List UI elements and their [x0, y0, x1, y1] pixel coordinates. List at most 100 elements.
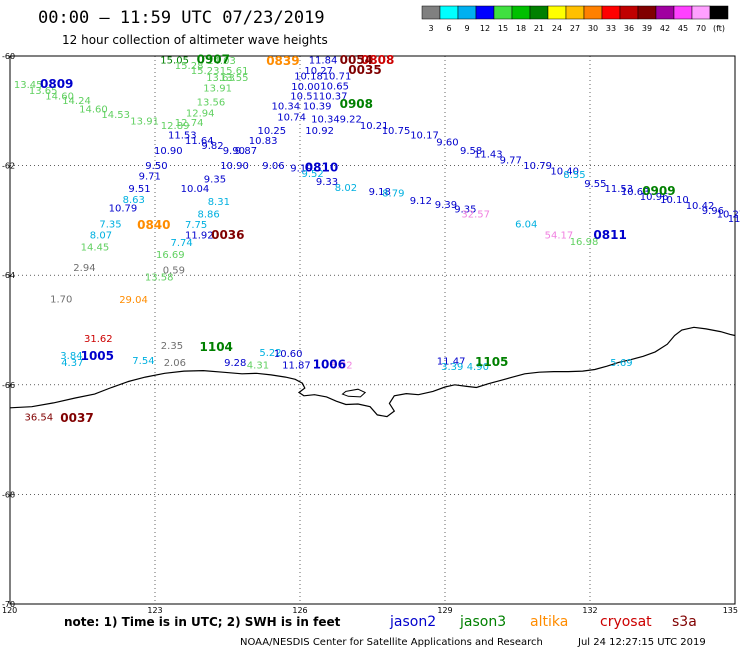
color-scale-legend: 3 6 9 12 15 18 21 24 27 30 33 36 39 42 45 70 (ft) — [421, 5, 729, 33]
legend-label: 70 — [696, 24, 706, 33]
wave-height-label: 14.45 — [81, 243, 110, 254]
wave-height-label: 10.00 — [291, 82, 320, 93]
wave-height-label: 9.58 — [460, 146, 482, 157]
wave-height-label: 10.71 — [323, 72, 352, 83]
legend-swatch — [493, 5, 513, 20]
legend-label: (ft) — [713, 24, 725, 33]
legend-label: 9 — [464, 24, 469, 33]
wave-height-label: 10.96 — [640, 192, 669, 203]
legend-label: 15 — [498, 24, 508, 33]
wave-height-label: 13.91 — [130, 117, 159, 128]
wave-height-label: 14.24 — [62, 96, 91, 107]
legend-label: 24 — [552, 24, 562, 33]
wave-height-label: 10.04 — [181, 184, 210, 195]
legend-label: 36 — [624, 24, 634, 33]
wave-height-label: 11.64 — [185, 136, 214, 147]
wave-height-label: 11.87 — [282, 360, 311, 371]
wave-height-label: 9.35 — [454, 205, 476, 216]
wave-height-label: 9.12 — [410, 196, 432, 207]
lat-tick-label: -64 — [2, 271, 15, 280]
legend-swatch — [439, 5, 459, 20]
wave-height-label: 9.52 — [302, 169, 324, 180]
wave-height-label: 13.45 — [14, 80, 43, 91]
legend-label: 18 — [516, 24, 526, 33]
pass-time-label: 0035 — [348, 63, 381, 77]
wave-height-label: 7.35 — [99, 220, 121, 231]
wave-height-label: 3.84 — [60, 351, 82, 362]
satellite-legend-altika: altika — [530, 614, 568, 630]
wave-height-label: 13.56 — [197, 97, 226, 108]
wave-height-label: 2.06 — [164, 358, 186, 369]
pass-time-label: 0810 — [305, 161, 338, 175]
page-subtitle: 12 hour collection of altimeter wave hei… — [62, 33, 328, 47]
legend-label: 30 — [588, 24, 598, 33]
legend-label: 45 — [678, 24, 688, 33]
wave-height-label: 9.55 — [584, 179, 606, 190]
wave-height-label: 15.61 — [220, 66, 249, 77]
coastal-island — [341, 388, 367, 398]
legend-swatch — [511, 5, 531, 20]
wave-height-label: 10.51 — [290, 91, 319, 102]
wave-height-label: 10.25 — [258, 126, 287, 137]
wave-height-label: 13.65 — [29, 86, 58, 97]
wave-height-label: 11.53 — [168, 131, 197, 142]
wave-height-label: 36.54 — [25, 412, 54, 423]
pass-time-label: 1105 — [475, 355, 508, 369]
wave-height-label: 3.39 — [441, 362, 463, 373]
pass-time-label: 0908 — [340, 97, 373, 111]
antarctic-coastline — [9, 326, 736, 418]
wave-height-label: 9.19 — [290, 164, 312, 175]
wave-height-label: 5.22 — [259, 348, 281, 359]
wave-height-label: 16.98 — [570, 237, 599, 248]
wave-height-label: 11.84 — [309, 56, 338, 67]
pass-time-label: 0840 — [137, 218, 170, 232]
wave-height-label: 0.59 — [163, 266, 185, 277]
wave-height-label: 7.74 — [171, 238, 193, 249]
legend-swatch — [691, 5, 711, 20]
wave-height-label: 14.60 — [79, 104, 108, 115]
lat-tick-label: -66 — [2, 381, 15, 390]
wave-height-label: 10.75 — [382, 126, 411, 137]
legend-label: 6 — [446, 24, 451, 33]
legend-swatch — [475, 5, 495, 20]
wave-height-label: 5.69 — [610, 358, 632, 369]
wave-height-label: 15.28 — [175, 61, 204, 72]
wave-height-label: 8.55 — [563, 170, 585, 181]
wave-height-label: 10.90 — [154, 146, 183, 157]
wave-height-label: 4.31 — [247, 360, 269, 371]
legend-label: 42 — [660, 24, 670, 33]
legend-label: 3 — [428, 24, 433, 33]
pass-time-label: 0036 — [211, 228, 244, 242]
wave-height-label: 9.60 — [436, 137, 458, 148]
wave-height-label: 2.35 — [161, 341, 183, 352]
wave-height-label: 8.02 — [335, 183, 357, 194]
map-frame — [9, 55, 736, 605]
footer-timestamp: Jul 24 12:27:15 UTC 2019 — [577, 637, 706, 648]
wave-height-label: 7.54 — [132, 356, 154, 367]
wave-height-label: 9.35 — [204, 175, 226, 186]
wave-height-label: 10.79 — [109, 204, 138, 215]
wave-height-label: 9.22 — [340, 114, 362, 125]
wave-height-label: 9.77 — [500, 155, 522, 166]
legend-swatch — [601, 5, 621, 20]
wave-height-label: 13.91 — [203, 84, 232, 95]
wave-height-label: 11.43 — [474, 149, 503, 160]
wave-height-label: 10.34 — [272, 102, 301, 113]
pass-time-label: 0037 — [60, 411, 93, 425]
legend-swatch — [709, 5, 729, 20]
wave-height-label: 16.69 — [156, 250, 185, 261]
wave-height-label: 10.37 — [319, 91, 348, 102]
wave-height-label: 11.00 — [728, 214, 740, 225]
wave-height-label: 9.39 — [435, 200, 457, 211]
wave-height-label: 54.17 — [545, 231, 574, 242]
lat-tick-label: -60 — [2, 52, 15, 61]
pass-time-label: 0909 — [642, 184, 675, 198]
legend-swatch — [637, 5, 657, 20]
wave-height-label: 9.28 — [224, 358, 246, 369]
wave-height-label: 10.63 — [621, 187, 650, 198]
wave-height-label: 29.04 — [119, 295, 148, 306]
pass-time-label: 0839 — [266, 54, 299, 68]
satellite-legend: jason2 jason3 altika cryosat s3a — [389, 614, 697, 630]
